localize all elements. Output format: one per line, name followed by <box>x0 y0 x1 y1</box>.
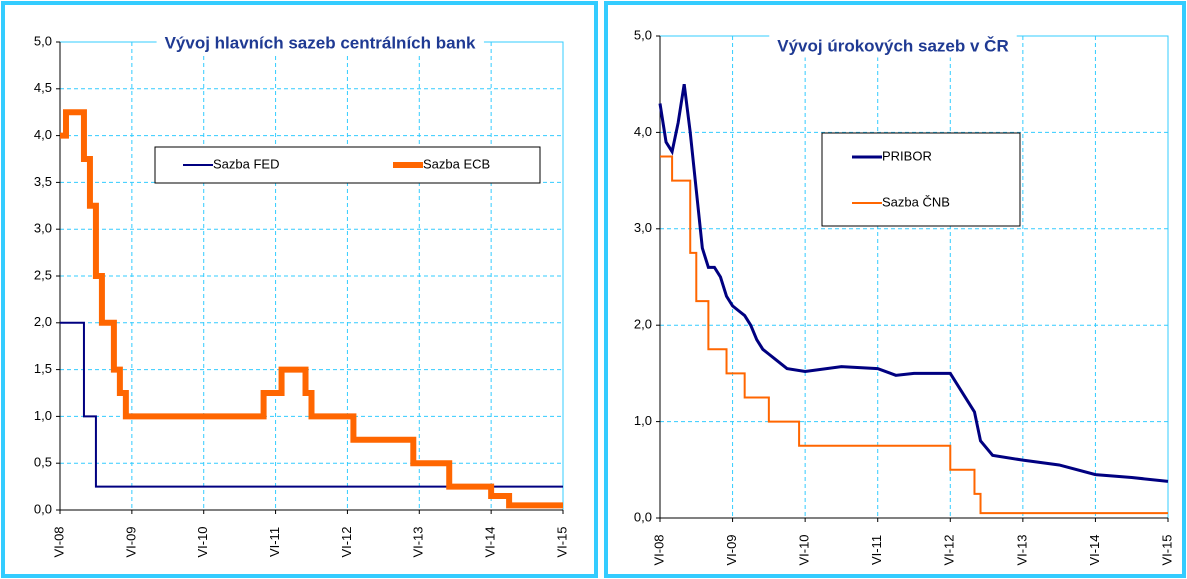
x-tick-label: VI-15 <box>554 526 569 557</box>
y-tick-label: 4,5 <box>34 80 52 95</box>
x-tick-label: VI-08 <box>651 534 666 565</box>
y-tick-label: 4,0 <box>34 127 52 142</box>
legend <box>154 146 541 184</box>
legend-label: PRIBOR <box>882 148 932 163</box>
y-tick-label: 3,5 <box>34 174 52 189</box>
series-line <box>660 155 1168 515</box>
x-tick-label: VI-09 <box>123 526 138 557</box>
panel-frame <box>1 1 598 578</box>
y-tick-label: 1,5 <box>34 361 52 376</box>
y-tick-label: 0,5 <box>34 455 52 470</box>
y-tick-label: 2,5 <box>34 267 52 282</box>
y-tick-label: 5,0 <box>34 33 52 48</box>
series-line <box>658 83 1169 483</box>
x-tick-label: VI-13 <box>411 526 426 557</box>
legend-label: Sazba ECB <box>423 156 490 171</box>
series-line <box>60 321 563 488</box>
y-tick-label: 4,0 <box>634 124 652 139</box>
x-tick-label: VI-10 <box>797 534 812 565</box>
x-tick-label: VI-10 <box>195 526 210 557</box>
legend <box>821 132 1021 227</box>
series-line <box>60 109 563 509</box>
x-tick-label: VI-14 <box>483 526 498 557</box>
legend-label: Sazba FED <box>213 156 279 171</box>
y-tick-label: 1,0 <box>634 413 652 428</box>
y-tick-label: 1,0 <box>34 408 52 423</box>
x-tick-label: VI-11 <box>869 535 884 565</box>
chart-title: Vývoj hlavních sazeb centrálních bank <box>165 33 476 52</box>
x-tick-label: VI-15 <box>1159 534 1174 565</box>
title-background <box>156 31 484 55</box>
title-background <box>769 34 1017 58</box>
x-tick-label: VI-13 <box>1014 534 1029 565</box>
panel-frame <box>604 1 1186 578</box>
x-tick-label: VI-12 <box>339 526 354 557</box>
y-tick-label: 5,0 <box>634 27 652 42</box>
y-tick-label: 0,0 <box>34 501 52 516</box>
chart-title: Vývoj úrokových sazeb v ČR <box>777 36 1008 55</box>
y-tick-label: 2,0 <box>34 314 52 329</box>
plot-area <box>59 41 564 511</box>
x-tick-label: VI-08 <box>51 526 66 557</box>
x-tick-label: VI-12 <box>942 534 957 565</box>
y-tick-label: 2,0 <box>634 317 652 332</box>
y-tick-label: 0,0 <box>634 509 652 524</box>
x-tick-label: VI-09 <box>724 534 739 565</box>
x-tick-label: VI-14 <box>1087 534 1102 565</box>
x-tick-label: VI-11 <box>267 527 282 557</box>
legend-label: Sazba ČNB <box>882 194 950 209</box>
y-tick-label: 3,0 <box>634 220 652 235</box>
y-tick-label: 3,0 <box>34 221 52 236</box>
